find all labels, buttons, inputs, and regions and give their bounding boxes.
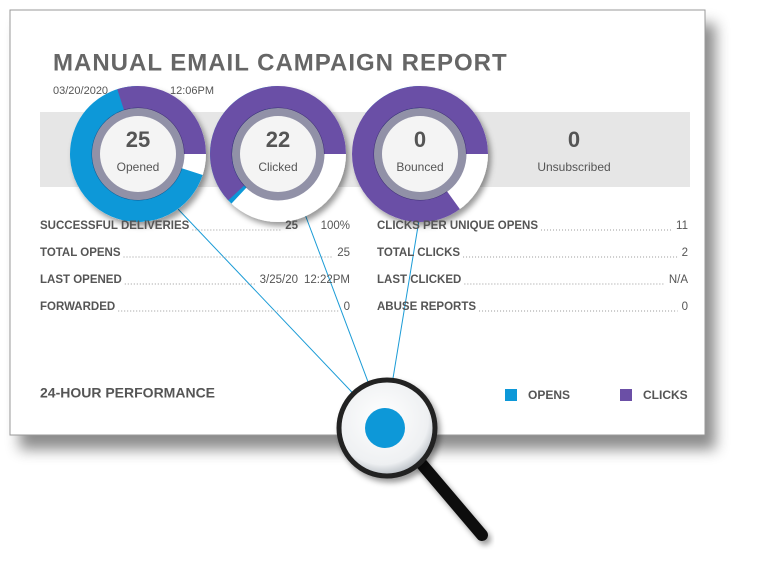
row-label: FORWARDED [40, 301, 115, 313]
magnifier-dot [365, 408, 405, 448]
donut-segment [210, 86, 346, 222]
row-label: LAST OPENED [40, 274, 122, 286]
legend-label: OPENS [528, 388, 570, 402]
donut-segment [70, 86, 206, 222]
donut [352, 85, 488, 222]
report-card [9, 9, 706, 436]
date: 03/20/2020 [53, 85, 108, 97]
stat-value: 0 [414, 127, 426, 152]
row-label: TOTAL CLICKS [377, 247, 460, 259]
legend-swatch [620, 389, 632, 401]
magnifier-handle [414, 456, 488, 541]
row-value: 11 [676, 220, 688, 232]
donut-segment [352, 86, 488, 222]
donut-center [382, 116, 458, 192]
row-value: 100% [321, 220, 350, 232]
row-value: 25 [285, 220, 298, 232]
row-value: N/A [669, 274, 689, 286]
stat-value: 0 [568, 127, 580, 152]
row-label: CLICKS PER UNIQUE OPENS [377, 220, 538, 232]
stat-value: 22 [266, 127, 290, 152]
connector [177, 208, 386, 428]
stat-label: Clicked [258, 160, 297, 174]
donut-inner-ring [91, 107, 185, 201]
stat-label: Bounced [396, 160, 443, 174]
row-value: 2 [682, 247, 688, 259]
legend-label: CLICKS [643, 388, 688, 402]
row-label: SUCCESSFUL DELIVERIES [40, 220, 190, 232]
donut [209, 86, 346, 222]
section-title: 24-HOUR PERFORMANCE [40, 385, 215, 401]
stat-label: Opened [117, 160, 160, 174]
row-value: 25 [337, 247, 350, 259]
donut [70, 86, 206, 222]
row-value: 3/25/20 [260, 274, 298, 286]
row-label: ABUSE REPORTS [377, 301, 476, 313]
donut-segment [70, 86, 206, 222]
legend-swatch [505, 389, 517, 401]
row-label: LAST CLICKED [377, 274, 461, 286]
stat-value: 25 [126, 127, 150, 152]
row-value: 0 [682, 301, 688, 313]
stat-label: Unsubscribed [537, 160, 610, 174]
row-label: TOTAL OPENS [40, 247, 121, 259]
time: 12:06PM [170, 85, 214, 97]
row-value: 12:22PM [304, 274, 350, 286]
donut-inner-ring [231, 107, 325, 201]
donut-inner-ring [373, 107, 467, 201]
row-value: 0 [344, 301, 350, 313]
donut-center [240, 116, 316, 192]
donut-center [100, 116, 176, 192]
title: MANUAL EMAIL CAMPAIGN REPORT [53, 49, 508, 76]
